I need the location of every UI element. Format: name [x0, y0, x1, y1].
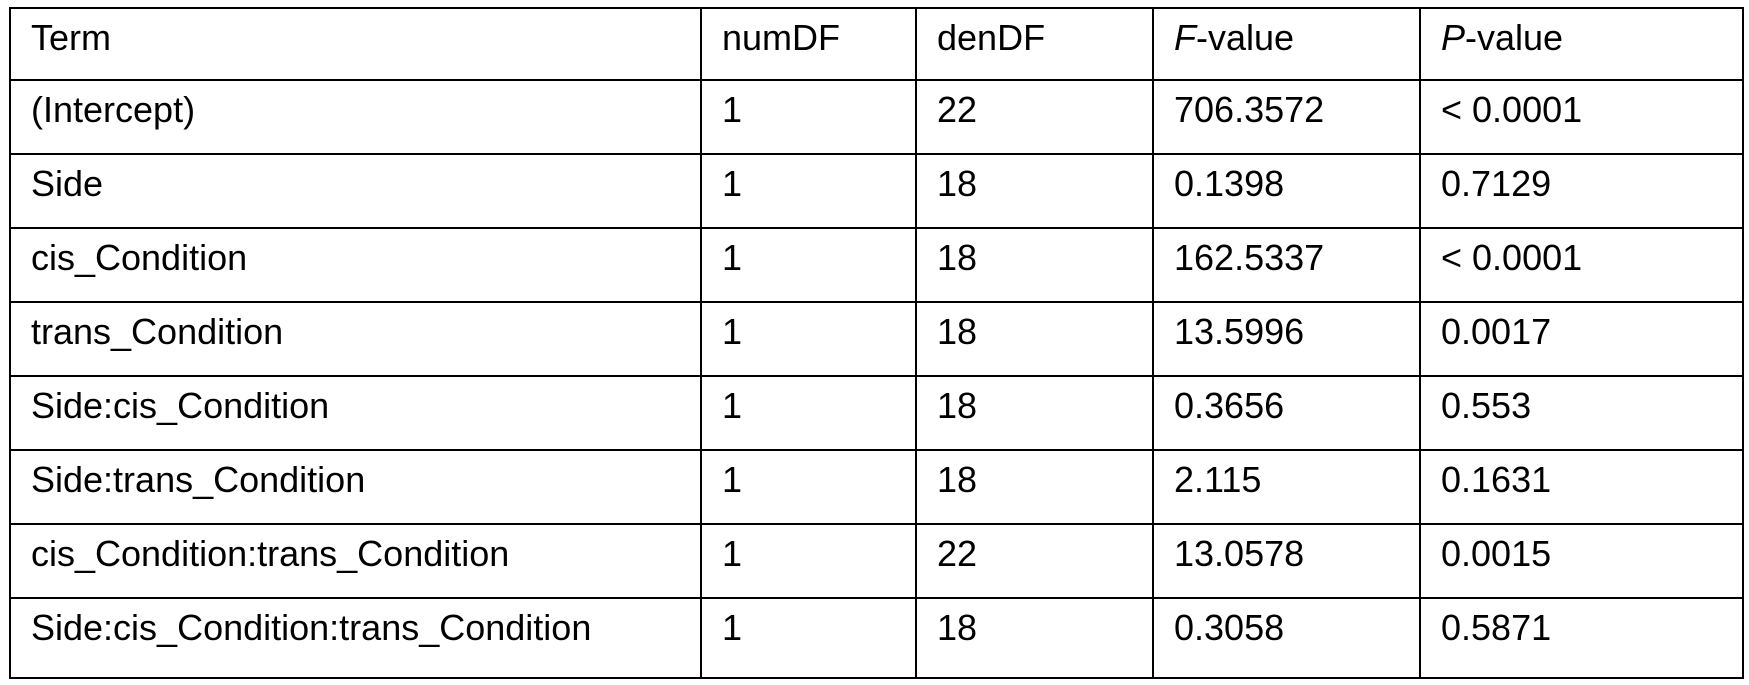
table-cell: 1 — [700, 227, 917, 303]
table-cell: Side:trans_Condition — [9, 449, 702, 525]
table-row: Side:cis_Condition 1 18 0.3656 0.553 — [9, 375, 1744, 451]
table-cell: 18 — [915, 227, 1154, 303]
table-cell: cis_Condition — [9, 227, 702, 303]
header-row: Term numDF denDF F-value P-value — [9, 7, 1744, 81]
table-cell: (Intercept) — [9, 79, 702, 155]
header-italic: F — [1174, 17, 1196, 58]
header-cell: Term — [9, 7, 702, 81]
table-cell: 0.3058 — [1152, 597, 1421, 679]
table-cell: 0.0017 — [1419, 301, 1744, 377]
table-row: cis_Condition 1 18 162.5337 < 0.0001 — [9, 227, 1744, 303]
table-cell: 1 — [700, 153, 917, 229]
table-cell: 162.5337 — [1152, 227, 1421, 303]
table-row: Side 1 18 0.1398 0.7129 — [9, 153, 1744, 229]
table-cell: 18 — [915, 449, 1154, 525]
table-row: Side:cis_Condition:trans_Condition 1 18 0.3… — [9, 597, 1744, 679]
table-cell: 18 — [915, 301, 1154, 377]
table-cell: 22 — [915, 523, 1154, 599]
table-cell: Side:cis_Condition:trans_Condition — [9, 597, 702, 679]
table-cell: 1 — [700, 523, 917, 599]
table-cell: 1 — [700, 449, 917, 525]
table-cell: 2.115 — [1152, 449, 1421, 525]
table-cell: 0.7129 — [1419, 153, 1744, 229]
header-cell: denDF — [915, 7, 1154, 81]
table-cell: < 0.0001 — [1419, 79, 1744, 155]
header-cell: P-value — [1419, 7, 1744, 81]
table-cell: Side:cis_Condition — [9, 375, 702, 451]
table-cell: 706.3572 — [1152, 79, 1421, 155]
table-row: (Intercept) 1 22 706.3572 < 0.0001 — [9, 79, 1744, 155]
table-cell: 13.0578 — [1152, 523, 1421, 599]
table-row: trans_Condition 1 18 13.5996 0.0017 — [9, 301, 1744, 377]
table-cell: 1 — [700, 301, 917, 377]
table-row: cis_Condition:trans_Condition 1 22 13.0578 0… — [9, 523, 1744, 599]
table-cell: 0.5871 — [1419, 597, 1744, 679]
table-cell: 18 — [915, 597, 1154, 679]
table-cell: 18 — [915, 153, 1154, 229]
table-cell: 1 — [700, 79, 917, 155]
table-cell: Side — [9, 153, 702, 229]
table-cell: 22 — [915, 79, 1154, 155]
table-cell: < 0.0001 — [1419, 227, 1744, 303]
table-cell: 0.3656 — [1152, 375, 1421, 451]
table-cell: 1 — [700, 375, 917, 451]
header-text: -value — [1196, 17, 1295, 58]
table-cell: 0.553 — [1419, 375, 1744, 451]
table-cell: cis_Condition:trans_Condition — [9, 523, 702, 599]
table-cell: 1 — [700, 597, 917, 679]
header-italic: P — [1441, 17, 1466, 58]
table-cell: 0.0015 — [1419, 523, 1744, 599]
table-row: Side:trans_Condition 1 18 2.115 0.1631 — [9, 449, 1744, 525]
table-cell: 13.5996 — [1152, 301, 1421, 377]
table-cell: 0.1398 — [1152, 153, 1421, 229]
anova-table: Term numDF denDF F-value P-value (Intercept) 1… — [9, 7, 1744, 679]
table-cell: 0.1631 — [1419, 449, 1744, 525]
table-cell: trans_Condition — [9, 301, 702, 377]
header-text: -value — [1465, 17, 1564, 58]
header-cell: F-value — [1152, 7, 1421, 81]
header-cell: numDF — [700, 7, 917, 81]
table-cell: 18 — [915, 375, 1154, 451]
table-body: Term numDF denDF F-value P-value (Intercept) 1… — [9, 7, 1744, 679]
